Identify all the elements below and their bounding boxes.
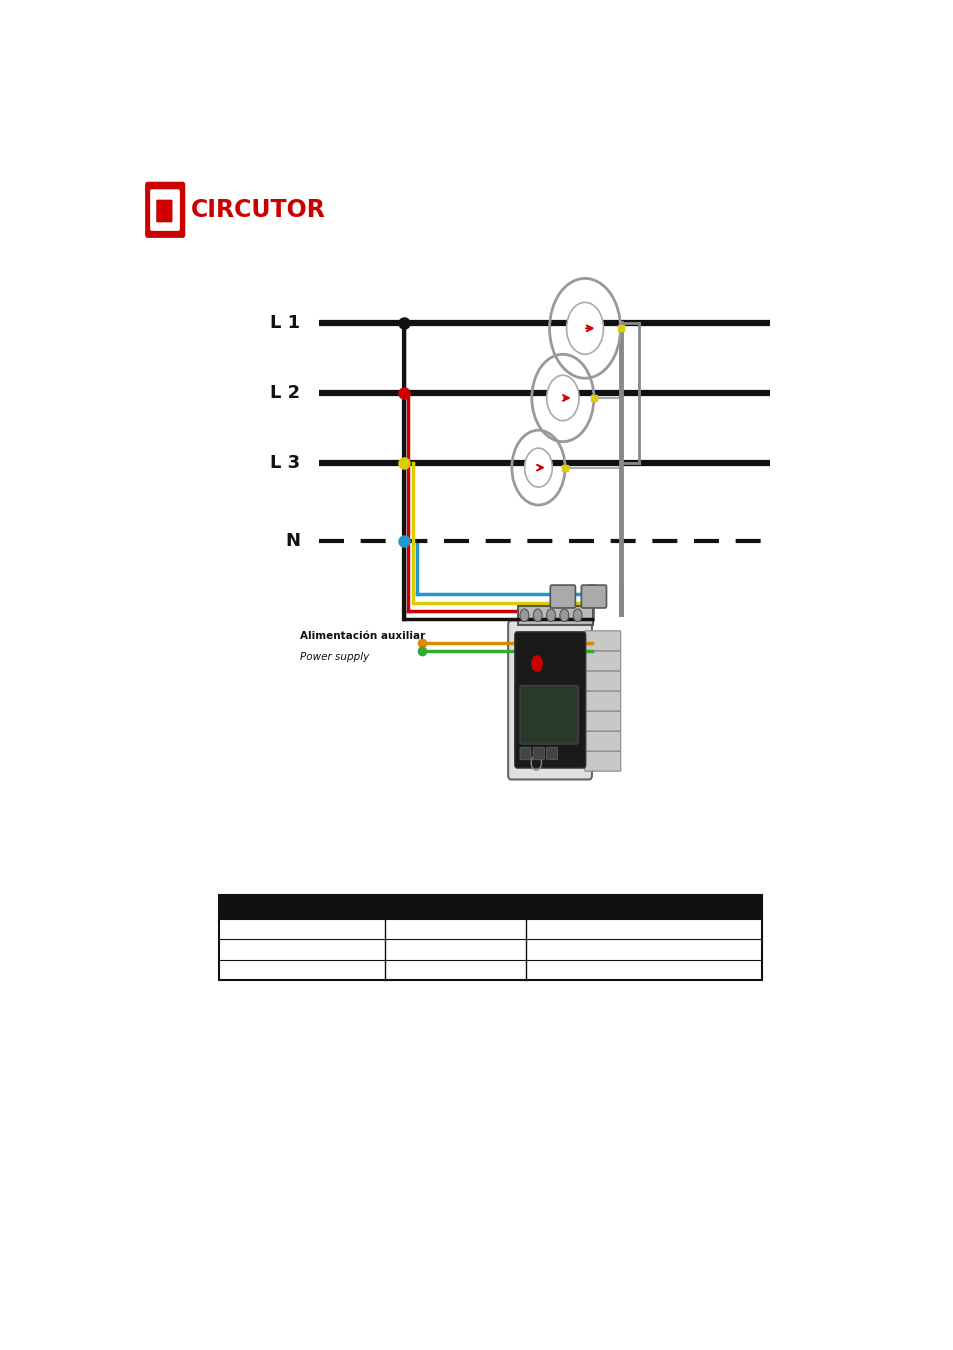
- FancyBboxPatch shape: [145, 182, 185, 238]
- FancyBboxPatch shape: [519, 748, 531, 760]
- FancyBboxPatch shape: [156, 200, 172, 223]
- FancyBboxPatch shape: [519, 686, 578, 744]
- FancyBboxPatch shape: [584, 630, 620, 651]
- Text: N: N: [285, 532, 300, 551]
- FancyBboxPatch shape: [546, 748, 558, 760]
- Circle shape: [559, 609, 568, 621]
- FancyBboxPatch shape: [584, 671, 620, 691]
- FancyBboxPatch shape: [515, 632, 585, 768]
- FancyBboxPatch shape: [518, 606, 593, 625]
- Text: L 2: L 2: [270, 383, 300, 402]
- Circle shape: [546, 609, 555, 621]
- FancyBboxPatch shape: [533, 748, 544, 760]
- Text: L 1: L 1: [270, 315, 300, 332]
- Circle shape: [573, 609, 581, 621]
- Text: L 3: L 3: [270, 455, 300, 472]
- Text: Power supply: Power supply: [300, 652, 369, 662]
- FancyBboxPatch shape: [584, 732, 620, 751]
- FancyBboxPatch shape: [580, 585, 606, 608]
- Circle shape: [531, 655, 542, 672]
- Bar: [219, 895, 761, 919]
- Bar: [219, 919, 761, 980]
- Text: CIRCUTOR: CIRCUTOR: [191, 198, 325, 221]
- Circle shape: [533, 609, 541, 621]
- FancyBboxPatch shape: [150, 189, 180, 231]
- FancyBboxPatch shape: [584, 651, 620, 671]
- FancyBboxPatch shape: [584, 691, 620, 711]
- Circle shape: [566, 302, 603, 354]
- FancyBboxPatch shape: [550, 585, 575, 608]
- Text: Alimentación auxiliar: Alimentación auxiliar: [300, 630, 425, 641]
- FancyBboxPatch shape: [508, 621, 592, 779]
- Circle shape: [519, 609, 528, 621]
- FancyBboxPatch shape: [584, 711, 620, 732]
- Circle shape: [524, 448, 552, 487]
- Circle shape: [546, 375, 578, 421]
- FancyBboxPatch shape: [584, 751, 620, 771]
